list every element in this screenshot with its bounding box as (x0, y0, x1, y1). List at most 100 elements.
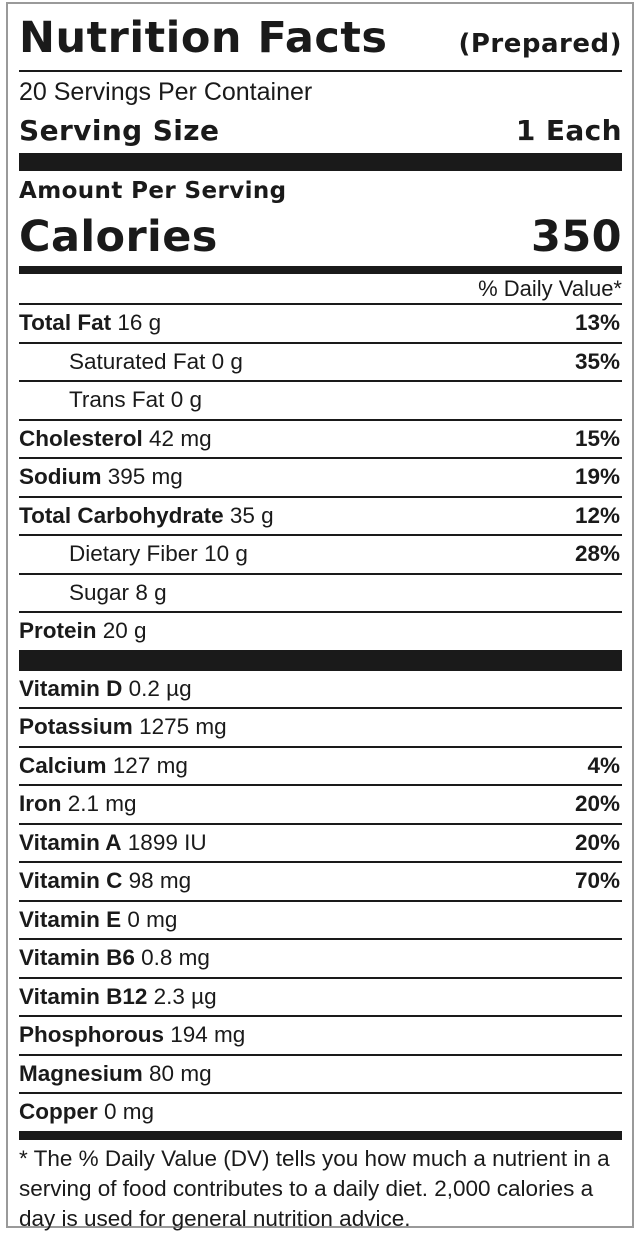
nutrient-amount: 0.2 µg (128, 675, 192, 701)
nutrient-entry: Vitamin D 0.2 µg (19, 676, 192, 702)
nutrient-entry: Vitamin E 0 mg (19, 907, 177, 933)
nutrient-name: Saturated Fat (69, 348, 206, 374)
nutrient-name: Vitamin D (19, 675, 123, 701)
daily-value-percent: 13% (574, 310, 620, 336)
nutrient-amount: 2.1 mg (67, 791, 137, 817)
nutrient-entry: Sugar 8 g (19, 580, 167, 606)
daily-value-percent: 70% (574, 868, 620, 894)
nutrient-amount: 127 mg (112, 752, 188, 778)
nutrient-row: Total Carbohydrate 35 g 12% (19, 498, 622, 536)
nutrient-row: Potassium 1275 mg (19, 709, 622, 748)
nutrient-entry: Magnesium 80 mg (19, 1061, 212, 1087)
nutrient-row: Calcium 127 mg 4% (19, 748, 622, 786)
nutrient-name: Phosphorous (19, 1022, 164, 1048)
nutrient-amount: 20 g (102, 618, 147, 644)
serving-size-row: Serving Size 1 Each (19, 108, 622, 153)
daily-value-percent: 4% (587, 752, 620, 778)
nutrient-name: Vitamin E (19, 906, 122, 932)
serving-size-label: Serving Size (19, 114, 220, 147)
nutrient-entry: Sodium 395 mg (19, 464, 183, 490)
daily-value-percent: 19% (574, 464, 620, 490)
nutrient-name: Sodium (19, 464, 102, 490)
nutrient-row: Trans Fat 0 g (19, 382, 622, 421)
nutrient-name: Magnesium (19, 1060, 143, 1086)
nutrient-row: Vitamin E 0 mg (19, 902, 622, 940)
nutrient-name: Potassium (19, 714, 133, 740)
nutrient-amount: 8 g (135, 579, 167, 605)
nutrient-name: Cholesterol (19, 425, 143, 451)
nutrient-row: Vitamin B6 0.8 mg (19, 940, 622, 979)
nutrient-amount: 16 g (117, 310, 162, 336)
nutrient-entry: Protein 20 g (19, 618, 147, 644)
calories-label: Calories (19, 211, 218, 262)
nutrition-facts-label: Nutrition Facts (Prepared) 20 Servings P… (6, 2, 634, 1231)
nutrient-row: Sodium 395 mg 19% (19, 459, 622, 498)
nutrient-name: Vitamin A (19, 829, 122, 855)
nutrient-row: Total Fat 16 g 13% (19, 305, 622, 344)
nutrient-list: Total Fat 16 g 13% Saturated Fat 0 g 35% Tra… (19, 305, 622, 650)
nutrient-name: Dietary Fiber (69, 541, 198, 567)
nutrient-amount: 1899 IU (127, 829, 207, 855)
nutrient-row: Vitamin B12 2.3 µg (19, 979, 622, 1017)
nutrient-name: Total Carbohydrate (19, 502, 224, 528)
medium-divider (19, 266, 622, 274)
nutrient-name: Copper (19, 1099, 98, 1125)
nutrient-amount: 42 mg (149, 425, 212, 451)
nutrient-entry: Vitamin B6 0.8 mg (19, 945, 210, 971)
nutrient-amount: 80 mg (149, 1060, 212, 1086)
daily-value-percent: 35% (574, 348, 620, 374)
nutrient-row: Iron 2.1 mg 20% (19, 786, 622, 825)
nutrient-name: Vitamin C (19, 868, 123, 894)
nutrient-entry: Trans Fat 0 g (19, 387, 202, 413)
label-title: Nutrition Facts (19, 13, 388, 63)
nutrient-entry: Phosphorous 194 mg (19, 1022, 245, 1048)
nutrient-amount: 1275 mg (139, 714, 227, 740)
nutrient-entry: Vitamin B12 2.3 µg (19, 984, 217, 1010)
nutrient-amount: 0 g (211, 348, 243, 374)
nutrient-entry: Vitamin C 98 mg (19, 868, 191, 894)
nutrient-entry: Vitamin A 1899 IU (19, 830, 207, 856)
nutrient-entry: Total Fat 16 g (19, 310, 161, 336)
nutrient-amount: 194 mg (170, 1022, 246, 1048)
nutrient-name: Vitamin B6 (19, 945, 135, 971)
nutrient-name: Protein (19, 618, 97, 644)
servings-per-container: 20 Servings Per Container (19, 78, 313, 106)
daily-value-percent: 20% (574, 791, 620, 817)
nutrient-row: Dietary Fiber 10 g 28% (19, 536, 622, 575)
nutrient-entry: Cholesterol 42 mg (19, 426, 212, 452)
nutrient-amount: 10 g (204, 541, 248, 567)
vitamin-divider (19, 649, 622, 671)
nutrient-amount: 35 g (229, 502, 274, 528)
nutrient-entry: Copper 0 mg (19, 1099, 154, 1125)
nutrient-row: Copper 0 mg (19, 1094, 622, 1131)
nutrient-row: Protein 20 g (19, 613, 622, 650)
nutrient-entry: Calcium 127 mg (19, 753, 188, 779)
nutrient-amount: 98 mg (128, 868, 192, 894)
calories-value: 350 (531, 211, 622, 262)
nutrient-row: Vitamin D 0.2 µg (19, 671, 622, 709)
nutrient-name: Vitamin B12 (19, 983, 148, 1009)
label-subtitle: (Prepared) (458, 29, 622, 59)
nutrient-entry: Total Carbohydrate 35 g (19, 503, 274, 529)
daily-value-percent: 28% (574, 541, 620, 567)
nutrient-row: Saturated Fat 0 g 35% (19, 344, 622, 382)
nutrient-name: Iron (19, 791, 62, 817)
serving-size-value: 1 Each (515, 114, 622, 147)
nutrient-row: Cholesterol 42 mg 15% (19, 421, 622, 459)
nutrient-row: Vitamin A 1899 IU 20% (19, 825, 622, 863)
nutrient-row: Sugar 8 g (19, 575, 622, 613)
vitamin-list: Vitamin D 0.2 µg Potassium 1275 mg Calcium… (19, 671, 622, 1131)
daily-value-header: % Daily Value* (19, 274, 622, 305)
nutrient-row: Magnesium 80 mg (19, 1056, 622, 1094)
daily-value-percent: 20% (574, 829, 620, 855)
nutrient-entry: Iron 2.1 mg (19, 791, 137, 817)
nutrient-name: Total Fat (19, 310, 112, 336)
nutrient-entry: Saturated Fat 0 g (19, 349, 243, 375)
amount-per-serving: Amount Per Serving (19, 178, 287, 204)
nutrient-amount: 0 mg (104, 1099, 155, 1125)
nutrient-amount: 395 mg (107, 464, 183, 490)
thick-divider (19, 153, 622, 171)
footnote: * The % Daily Value (DV) tells you how m… (19, 1145, 610, 1231)
nutrient-amount: 0 g (170, 387, 202, 413)
nutrient-name: Sugar (69, 579, 130, 605)
